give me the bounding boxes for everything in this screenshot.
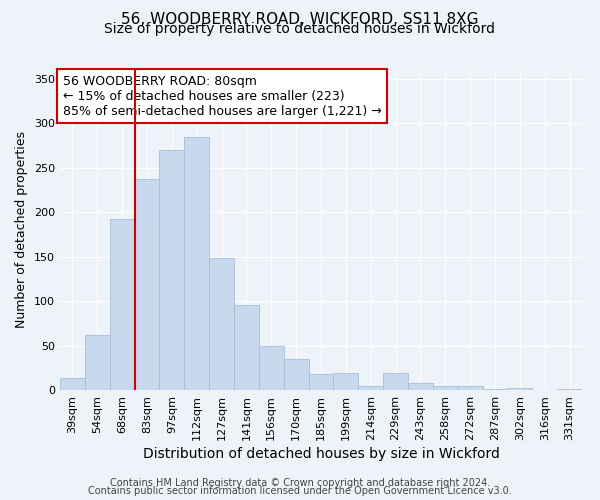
Bar xyxy=(433,386,458,390)
Bar xyxy=(209,258,234,390)
Bar xyxy=(60,378,85,390)
Bar xyxy=(85,335,110,390)
Bar xyxy=(358,386,383,390)
Bar xyxy=(482,389,508,390)
Bar xyxy=(383,373,408,390)
Bar xyxy=(408,383,433,390)
Bar xyxy=(184,136,209,390)
Text: Contains HM Land Registry data © Crown copyright and database right 2024.: Contains HM Land Registry data © Crown c… xyxy=(110,478,490,488)
Bar xyxy=(160,150,184,390)
Bar xyxy=(234,304,259,390)
Y-axis label: Number of detached properties: Number of detached properties xyxy=(16,132,28,328)
Text: 56 WOODBERRY ROAD: 80sqm
← 15% of detached houses are smaller (223)
85% of semi-: 56 WOODBERRY ROAD: 80sqm ← 15% of detach… xyxy=(62,75,382,118)
Bar xyxy=(334,373,358,390)
Text: Contains public sector information licensed under the Open Government Licence v3: Contains public sector information licen… xyxy=(88,486,512,496)
Bar xyxy=(134,180,160,390)
X-axis label: Distribution of detached houses by size in Wickford: Distribution of detached houses by size … xyxy=(143,447,499,461)
Bar xyxy=(259,346,284,390)
Bar xyxy=(557,389,582,390)
Bar xyxy=(284,359,308,390)
Bar xyxy=(508,388,532,390)
Bar xyxy=(458,386,482,390)
Text: 56, WOODBERRY ROAD, WICKFORD, SS11 8XG: 56, WOODBERRY ROAD, WICKFORD, SS11 8XG xyxy=(121,12,479,28)
Bar xyxy=(110,220,134,390)
Text: Size of property relative to detached houses in Wickford: Size of property relative to detached ho… xyxy=(104,22,496,36)
Bar xyxy=(308,374,334,390)
